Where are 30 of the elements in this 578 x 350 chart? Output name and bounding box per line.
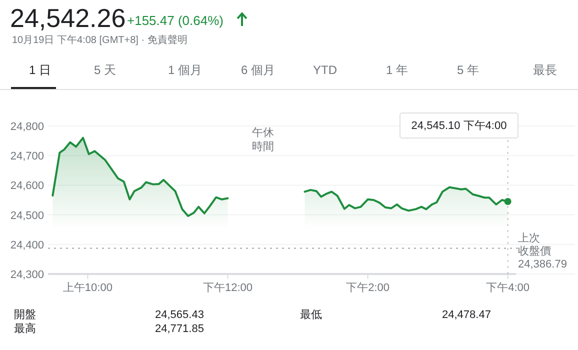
- chart-subtitle: +155.47 (0.64%): [127, 13, 224, 28]
- text: 1 日: [28, 63, 52, 77]
- text: 5 天: [94, 63, 116, 77]
- x-tick-label: 下午12:00: [202, 282, 252, 294]
- x-tick-label: 下午2:00: [346, 282, 390, 294]
- annotation: 午休時間: [252, 127, 274, 153]
- chart-title: 24,542.26: [10, 3, 126, 33]
- y-tick-label: 24,800: [10, 121, 44, 133]
- text: 最低: [300, 309, 322, 321]
- text: YTD: [313, 63, 338, 77]
- text: 5 年: [456, 63, 480, 77]
- text: 開盤: [14, 309, 36, 321]
- text: 1 年: [386, 63, 408, 77]
- y-tick-label: 24,700: [10, 150, 44, 163]
- text: 10月19日 下午4:08 [GMT+8] · 免責聲明: [12, 34, 188, 46]
- text: 1 個月: [168, 63, 202, 77]
- x-tick-label: 上午10:00: [62, 281, 112, 294]
- text: 24,771.85: [155, 323, 204, 335]
- annotation: 24,545.10 下午4:00: [411, 120, 507, 132]
- y-tick-label: 24,500: [10, 210, 44, 222]
- y-tick-label: 24,400: [10, 239, 44, 252]
- y-tick-label: 24,300: [10, 269, 44, 281]
- ref-line-label: 上次收盤價24,386.79: [518, 231, 567, 270]
- y-tick-label: 24,600: [10, 180, 44, 192]
- text: 24,565.43: [155, 309, 204, 321]
- text: 24,478.47: [442, 309, 491, 321]
- text: 最長: [533, 63, 557, 77]
- x-tick-label: 下午4:00: [486, 282, 530, 294]
- text: 最高: [14, 322, 36, 335]
- text: 6 個月: [240, 63, 276, 77]
